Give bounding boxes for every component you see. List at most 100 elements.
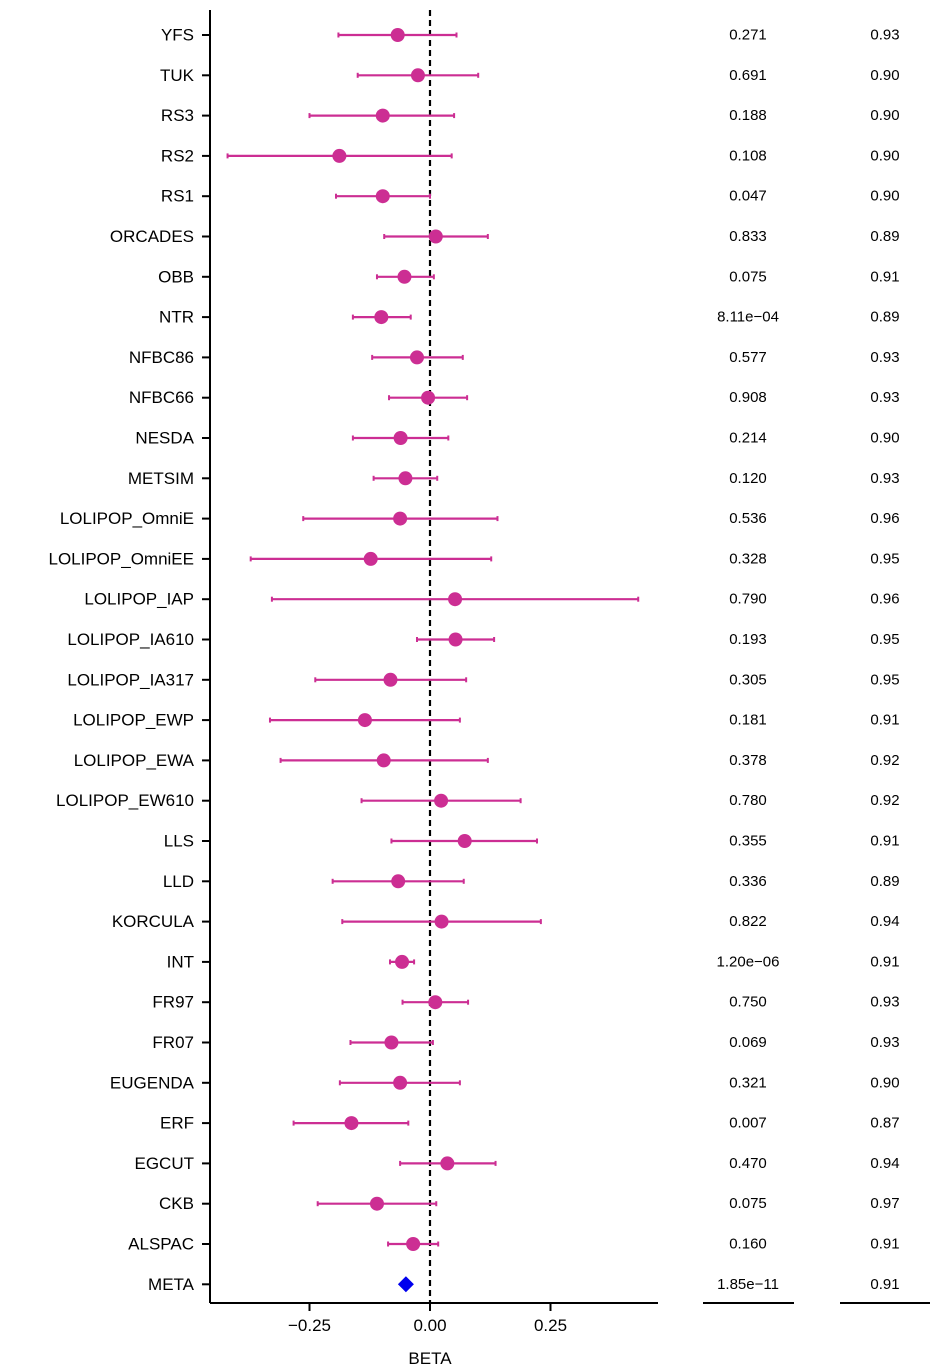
point-estimate	[332, 148, 347, 163]
point-estimate	[440, 1156, 455, 1171]
point-estimate	[344, 1116, 359, 1131]
point-estimate	[457, 834, 472, 848]
p-value: 0.305	[729, 671, 767, 688]
p-value: 0.336	[729, 873, 767, 890]
p-value: 0.833	[729, 228, 767, 245]
point-estimate	[391, 874, 406, 889]
study-label: FR97	[152, 993, 194, 1012]
point-estimate	[375, 189, 390, 204]
r-value: 0.90	[870, 147, 899, 164]
p-value: 0.160	[729, 1236, 767, 1253]
point-estimate	[421, 390, 436, 405]
r-value: 0.92	[870, 752, 899, 769]
p-value: 0.271	[729, 27, 767, 44]
study-label: ERF	[160, 1114, 194, 1133]
p-value: 0.069	[729, 1034, 767, 1051]
point-estimate	[395, 954, 410, 969]
r-value: 0.91	[870, 1236, 899, 1253]
r-value: 0.94	[870, 1155, 899, 1172]
point-estimate	[448, 592, 463, 607]
study-label: LLD	[163, 872, 194, 891]
p-value: 0.691	[729, 67, 767, 84]
r-value: 0.89	[870, 873, 899, 890]
study-label: LOLIPOP_IA317	[67, 670, 194, 689]
p-value: 0.193	[729, 631, 767, 648]
p-value: 0.108	[729, 147, 767, 164]
r-value: 0.89	[870, 228, 899, 245]
r-value: 0.96	[870, 510, 899, 527]
point-estimate	[383, 672, 398, 687]
study-label: KORCULA	[112, 912, 195, 931]
study-label: OBB	[158, 267, 194, 286]
point-estimate	[374, 310, 389, 325]
r-value: 0.95	[870, 631, 899, 648]
study-label: FR07	[152, 1033, 194, 1052]
p-value: 0.822	[729, 913, 767, 930]
p-value: 1.85e−11	[717, 1276, 779, 1293]
r-value: 0.91	[870, 268, 899, 285]
p-value: 0.328	[729, 550, 767, 567]
x-axis-title: BETA	[408, 1349, 452, 1368]
point-estimate	[357, 713, 372, 728]
point-estimate	[375, 108, 390, 123]
p-value: 0.908	[729, 389, 767, 406]
p-value: 0.536	[729, 510, 767, 527]
r-value: 0.90	[870, 107, 899, 124]
p-value: 1.20e−06	[717, 953, 780, 970]
p-value: 0.750	[729, 994, 767, 1011]
point-estimate	[390, 28, 405, 42]
study-label: LOLIPOP_IA610	[67, 630, 194, 649]
r-value: 0.93	[870, 470, 899, 487]
r-value: 0.91	[870, 833, 899, 850]
p-value: 0.355	[729, 833, 767, 850]
point-estimate	[409, 350, 424, 365]
study-label: RS2	[161, 146, 194, 165]
study-label: ALSPAC	[128, 1235, 194, 1254]
r-value: 0.93	[870, 389, 899, 406]
text-columns: YFS 0.271 0.93 TUK 0.691 0.90 RS3 0.188 0.90 RS2 0…	[48, 26, 930, 1304]
study-label: NFBC66	[129, 388, 194, 407]
r-value: 0.92	[870, 792, 899, 809]
study-label: LOLIPOP_EWP	[73, 711, 194, 730]
r-value: 0.87	[870, 1115, 899, 1132]
p-value: 0.120	[729, 470, 767, 487]
point-estimate	[393, 431, 408, 445]
study-label: EGCUT	[135, 1154, 195, 1173]
p-value: 0.181	[729, 712, 767, 729]
point-estimate	[410, 68, 425, 83]
point-estimate	[434, 793, 449, 808]
point-estimate	[428, 995, 443, 1010]
r-value: 0.90	[870, 1074, 899, 1091]
point-estimate	[393, 1075, 408, 1090]
point-estimate	[397, 269, 412, 284]
point-estimate	[393, 511, 408, 526]
study-label: LOLIPOP_EWA	[74, 751, 195, 770]
x-tick-label: −0.25	[288, 1316, 331, 1335]
study-label: LOLIPOP_IAP	[84, 590, 194, 609]
p-value: 0.007	[729, 1115, 767, 1132]
study-label: TUK	[160, 66, 195, 85]
study-label: LOLIPOP_OmniE	[60, 509, 194, 528]
study-label: CKB	[159, 1194, 194, 1213]
p-value: 0.780	[729, 792, 767, 809]
point-estimate	[376, 753, 391, 768]
point-estimate	[406, 1237, 421, 1251]
study-label: RS3	[161, 106, 194, 125]
p-value: 0.470	[729, 1155, 767, 1172]
point-estimate	[448, 632, 463, 647]
study-label: METSIM	[128, 469, 194, 488]
r-value: 0.89	[870, 309, 899, 326]
r-value: 0.95	[870, 671, 899, 688]
p-value: 0.075	[729, 1195, 767, 1212]
point-estimate	[428, 229, 443, 244]
p-value: 0.790	[729, 591, 767, 608]
r-value: 0.91	[870, 1276, 899, 1293]
r-value: 0.93	[870, 994, 899, 1011]
study-label: RS1	[161, 187, 194, 206]
p-value: 0.047	[729, 188, 767, 205]
study-label: INT	[167, 952, 194, 971]
p-value: 8.11e−04	[717, 309, 779, 326]
r-value: 0.91	[870, 953, 899, 970]
study-label: META	[148, 1275, 195, 1294]
point-estimate	[398, 471, 413, 486]
